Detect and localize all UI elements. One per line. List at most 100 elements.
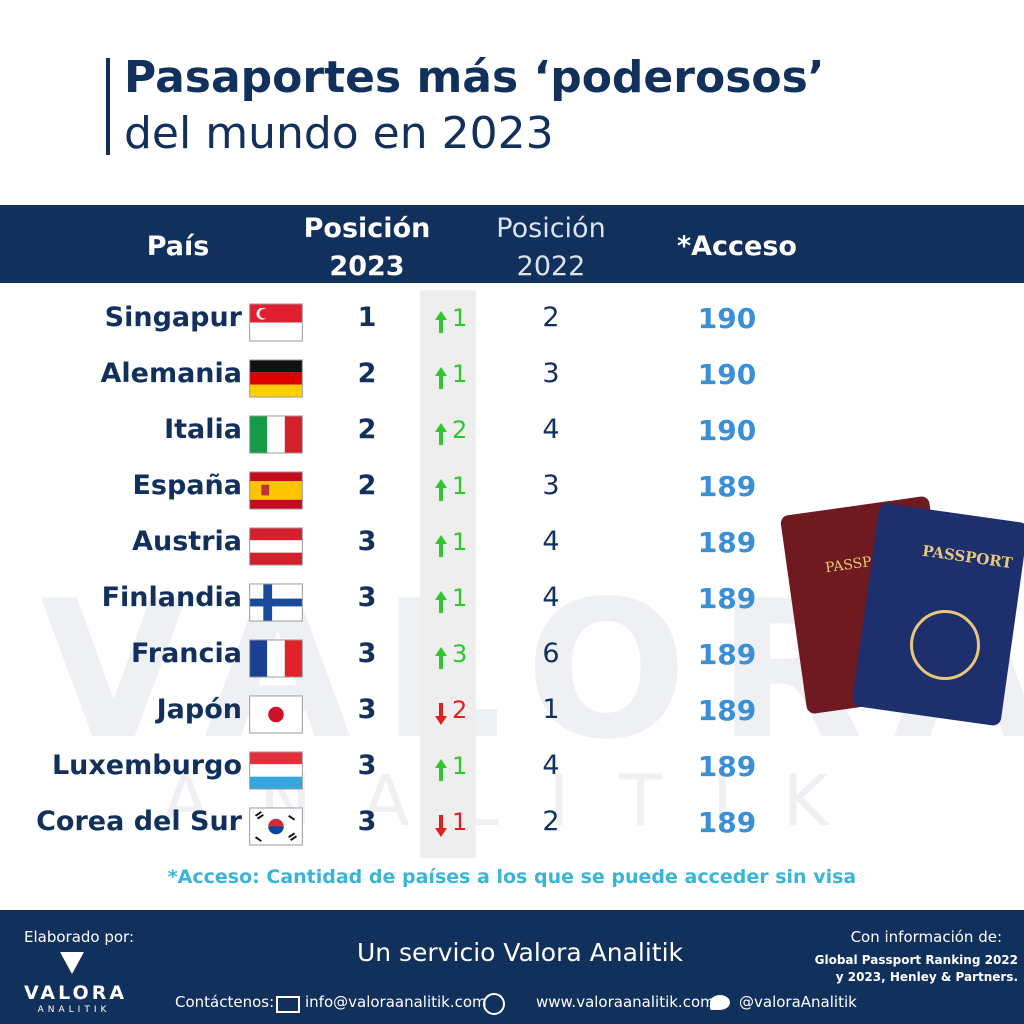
change: 1 bbox=[452, 472, 468, 500]
country: Alemania bbox=[100, 358, 242, 389]
change: 1 bbox=[452, 528, 468, 556]
change-column bbox=[420, 290, 476, 858]
position-2022: 4 bbox=[542, 526, 560, 557]
change: 1 bbox=[452, 584, 468, 612]
flag bbox=[248, 303, 304, 342]
arrow bbox=[435, 311, 447, 333]
logo-bottom: ANALITIK bbox=[37, 1005, 111, 1015]
position-2023: 2 bbox=[357, 414, 377, 445]
access: 189 bbox=[697, 806, 757, 839]
change-arrow bbox=[434, 645, 448, 671]
flag bbox=[249, 695, 303, 734]
flag bbox=[249, 415, 303, 454]
position-2023: 2 bbox=[357, 358, 377, 389]
position-2023: 3 bbox=[357, 806, 377, 837]
column-header: *Acceso bbox=[677, 231, 797, 262]
header-band bbox=[0, 205, 1024, 283]
country: Italia bbox=[164, 414, 242, 445]
source: Global Passport Ranking 2022 y 2023, Hen… bbox=[814, 953, 1018, 984]
access: 190 bbox=[697, 414, 757, 447]
column-header: País bbox=[146, 231, 210, 262]
flag bbox=[249, 639, 303, 678]
flag bbox=[248, 527, 304, 566]
change-arrow bbox=[434, 757, 448, 783]
access: 189 bbox=[697, 750, 757, 783]
access: 190 bbox=[697, 358, 757, 391]
access: 189 bbox=[697, 638, 757, 671]
access: 190 bbox=[697, 302, 757, 335]
change-arrow bbox=[434, 701, 448, 727]
country: España bbox=[132, 470, 242, 501]
country: Finlandia bbox=[101, 582, 242, 613]
logo-icon bbox=[60, 952, 84, 974]
title: Pasaportes más ‘poderosos’ bbox=[124, 52, 825, 103]
twitter: @valoraAnalitik bbox=[739, 993, 857, 1011]
country: Austria bbox=[132, 526, 242, 557]
change-arrow bbox=[434, 589, 448, 615]
change-arrow bbox=[434, 533, 448, 559]
footnote: *Acceso: Cantidad de países a los que se… bbox=[167, 866, 857, 888]
change: 2 bbox=[452, 416, 468, 444]
flag bbox=[248, 583, 304, 622]
change: 1 bbox=[452, 304, 468, 332]
position-2023: 3 bbox=[357, 526, 377, 557]
column-header: Posición 2023 bbox=[303, 213, 431, 282]
position-2023: 3 bbox=[357, 582, 377, 613]
change: 1 bbox=[452, 360, 468, 388]
flag bbox=[249, 527, 303, 566]
arrow bbox=[435, 703, 447, 725]
globe bbox=[910, 610, 980, 680]
access: 189 bbox=[697, 694, 757, 727]
arrow bbox=[435, 479, 447, 501]
change: 2 bbox=[452, 696, 468, 724]
twitter-icon bbox=[710, 995, 730, 1010]
position-2022: 4 bbox=[542, 582, 560, 613]
position-2022: 2 bbox=[542, 806, 560, 837]
access: 189 bbox=[697, 526, 757, 559]
web: www.valoraanalitik.com bbox=[536, 993, 715, 1011]
made-by: Elaborado por: bbox=[24, 928, 135, 946]
position-2023: 3 bbox=[357, 694, 377, 725]
change: 3 bbox=[452, 640, 468, 668]
flag bbox=[249, 807, 303, 846]
flag bbox=[249, 751, 303, 790]
flag bbox=[248, 359, 304, 398]
country: Corea del Sur bbox=[36, 806, 242, 837]
change: 1 bbox=[452, 752, 468, 780]
footer-band bbox=[0, 910, 1024, 1024]
position-2023: 3 bbox=[357, 750, 377, 781]
arrow bbox=[435, 759, 447, 781]
arrow bbox=[435, 647, 447, 669]
web-icon bbox=[483, 993, 505, 1015]
flag bbox=[248, 639, 304, 678]
service: Un servicio Valora Analitik bbox=[356, 938, 684, 967]
arrow bbox=[435, 423, 447, 445]
position-2023: 1 bbox=[357, 302, 377, 333]
flag bbox=[248, 471, 304, 510]
column-header: Posición 2022 bbox=[496, 213, 606, 282]
position-2022: 4 bbox=[542, 750, 560, 781]
position-2023: 3 bbox=[357, 638, 377, 669]
subtitle: del mundo en 2023 bbox=[124, 108, 554, 159]
logo-top: VALORA bbox=[24, 982, 128, 1004]
position-2022: 6 bbox=[542, 638, 560, 669]
position-2022: 1 bbox=[542, 694, 560, 725]
title-bar bbox=[106, 58, 110, 155]
position-2022: 2 bbox=[542, 302, 560, 333]
arrow bbox=[435, 367, 447, 389]
flag bbox=[249, 471, 303, 510]
position-2022: 3 bbox=[542, 470, 560, 501]
country: Singapur bbox=[104, 302, 242, 333]
change-arrow bbox=[434, 309, 448, 335]
change-arrow bbox=[434, 813, 448, 839]
source-title: Con información de: bbox=[850, 928, 1002, 946]
country: Luxemburgo bbox=[51, 750, 242, 781]
flag bbox=[248, 695, 304, 734]
change: 1 bbox=[452, 808, 468, 836]
contact-label: Contáctenos: bbox=[175, 993, 275, 1011]
email: info@valoraanalitik.com bbox=[305, 993, 487, 1011]
arrow bbox=[435, 535, 447, 557]
flag bbox=[249, 359, 303, 398]
position-2022: 3 bbox=[542, 358, 560, 389]
